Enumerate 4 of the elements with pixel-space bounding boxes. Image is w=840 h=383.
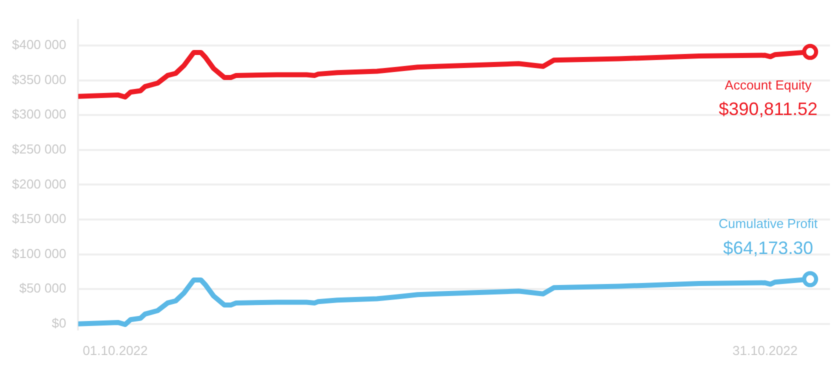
text: Cumulative Profit: [718, 216, 818, 231]
data-label: $64,173.30: [723, 238, 814, 258]
data-label: $390,811.52: [718, 98, 818, 119]
series-label: Account Equity: [724, 78, 812, 93]
